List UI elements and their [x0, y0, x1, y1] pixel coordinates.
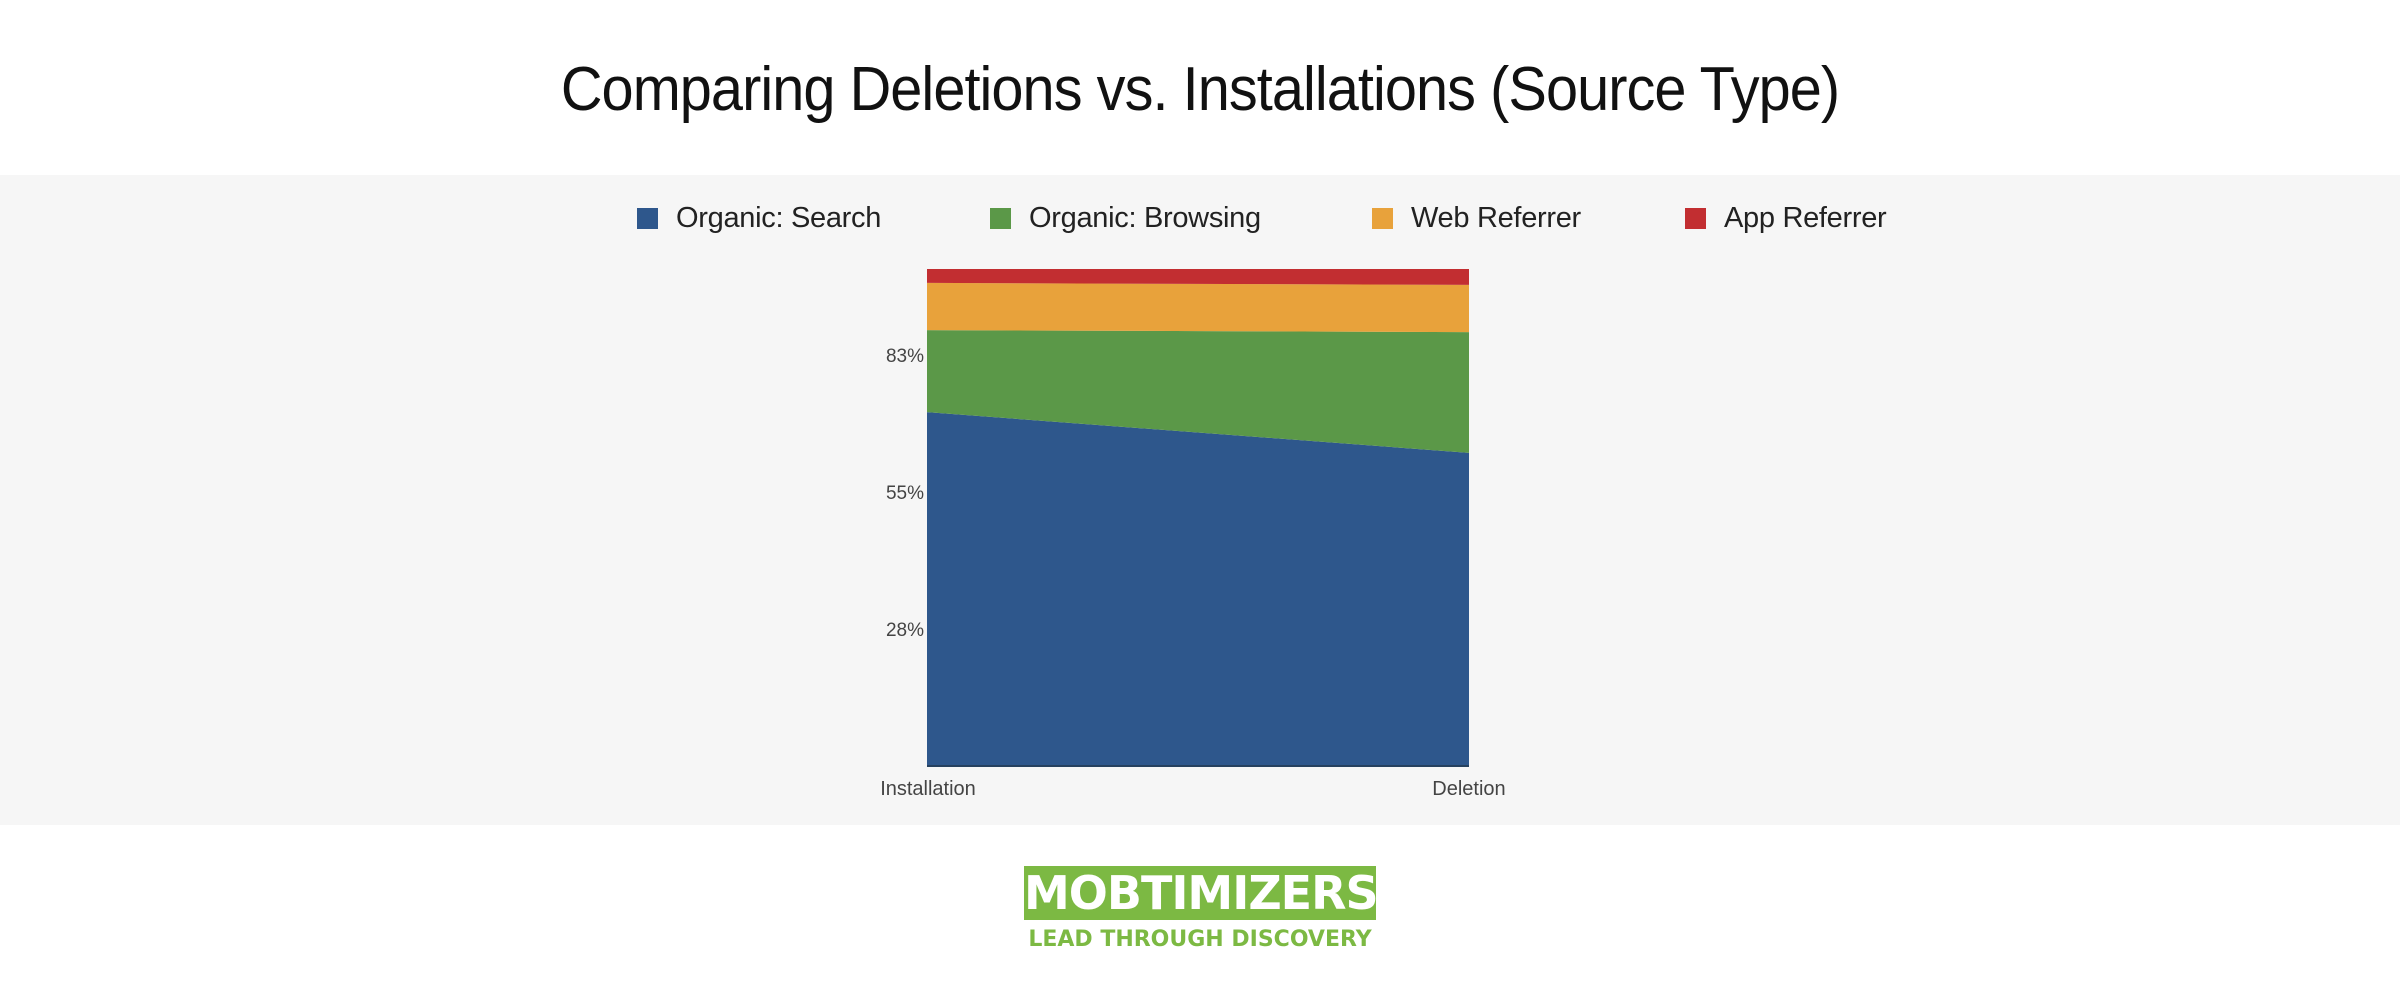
chart-plot-area: [927, 269, 1469, 766]
x-tick-label-installation: Installation: [880, 778, 976, 800]
chart-title: Comparing Deletions vs. Installations (S…: [560, 55, 1840, 124]
area-series-organic-search: [927, 412, 1469, 766]
legend-item-organic-search: Organic: Search: [637, 201, 882, 234]
y-tick-label: 55%: [885, 483, 924, 504]
legend-item-organic-browsing: Organic: Browsing: [990, 201, 1261, 234]
stacked-area-chart: [927, 269, 1469, 766]
y-tick-label: 28%: [885, 620, 924, 641]
legend-label: App Referrer: [1724, 201, 1887, 234]
legend-label: Web Referrer: [1411, 201, 1581, 234]
legend-swatch-icon: [990, 207, 1011, 229]
area-series-organic-browsing: [927, 330, 1469, 453]
area-series-app-referrer: [927, 269, 1469, 285]
legend-swatch-icon: [1372, 207, 1393, 229]
y-tick-label: 83%: [885, 346, 924, 367]
x-tick-label-deletion: Deletion: [1432, 778, 1506, 800]
legend-item-app-referrer: App Referrer: [1685, 201, 1887, 234]
legend-label: Organic: Browsing: [1029, 201, 1261, 234]
x-axis-line: [927, 765, 1469, 767]
legend-item-web-referrer: Web Referrer: [1372, 201, 1581, 234]
legend-label: Organic: Search: [676, 201, 882, 234]
legend-swatch-icon: [1685, 207, 1706, 229]
legend-swatch-icon: [637, 207, 658, 229]
brand-tagline: LEAD THROUGH DISCOVERY: [1028, 927, 1372, 952]
brand-logo: MOBTIMIZERS: [1024, 866, 1379, 920]
area-series-web-referrer: [927, 282, 1469, 333]
